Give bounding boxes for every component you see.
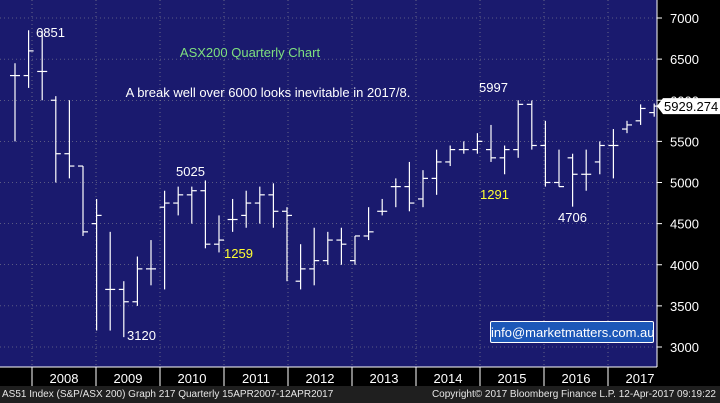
footer-copyright: Copyright© 2017 Bloomberg Finance L.P. 1…: [431, 389, 716, 400]
x-tick-label: 2015: [498, 371, 527, 386]
x-axis-area: [0, 367, 657, 386]
x-tick-label: 2009: [114, 371, 143, 386]
x-tick-label: 2013: [370, 371, 399, 386]
x-tick-label: 2011: [242, 371, 270, 386]
last-price-label: 5929.274: [664, 99, 718, 114]
y-tick-label: 7000: [670, 11, 699, 26]
x-tick-label: 2017: [626, 371, 655, 386]
chart-subtitle: A break well over 6000 looks inevitable …: [126, 85, 411, 100]
annotation-label: 1259: [224, 246, 253, 261]
annotation-label: 1291: [480, 187, 509, 202]
x-tick-label: 2008: [50, 371, 79, 386]
annotation-label: 5997: [479, 80, 508, 95]
y-tick-label: 3500: [670, 299, 699, 314]
chart-svg: 3000350040004500500055006000650070002008…: [0, 0, 720, 386]
y-tick-label: 5000: [670, 176, 699, 191]
y-tick-label: 4000: [670, 258, 699, 273]
x-tick-label: 2012: [306, 371, 335, 386]
annotation-label: 4706: [558, 210, 587, 225]
contact-email-badge[interactable]: info@marketmatters.com.au: [490, 321, 654, 343]
y-tick-label: 3000: [670, 340, 699, 355]
annotation-label: 5025: [176, 164, 205, 179]
annotation-label: 6851: [36, 25, 65, 40]
footer-bar: AS51 Index (S&P/ASX 200) Graph 217 Quart…: [0, 386, 720, 403]
y-tick-label: 6500: [670, 52, 699, 67]
x-tick-label: 2010: [178, 371, 207, 386]
y-axis-area: [657, 0, 720, 386]
footer-security-info: AS51 Index (S&P/ASX 200) Graph 217 Quart…: [2, 389, 334, 400]
chart-title: ASX200 Quarterly Chart: [180, 45, 321, 60]
y-tick-label: 4500: [670, 217, 699, 232]
last-price-marker: [657, 98, 720, 115]
x-tick-label: 2016: [562, 371, 591, 386]
annotation-label: 3120: [127, 328, 156, 343]
y-tick-label: 5500: [670, 134, 699, 149]
x-tick-label: 2014: [434, 371, 463, 386]
